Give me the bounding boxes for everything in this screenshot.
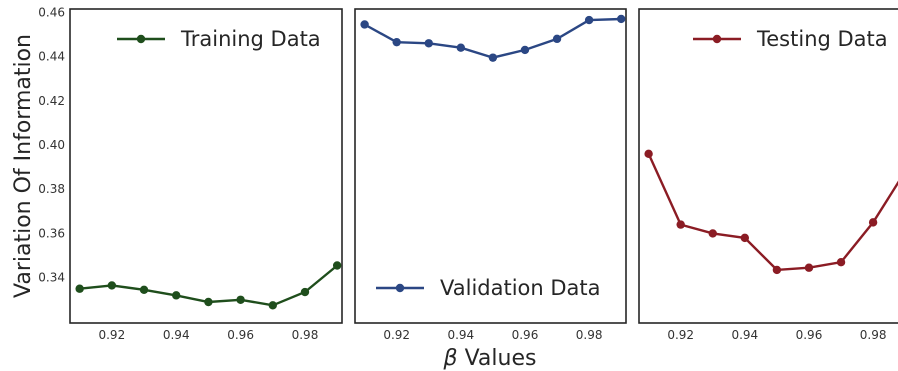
data-point	[139, 285, 149, 295]
data-point	[804, 263, 814, 272]
x-tick-label: 0.96	[796, 328, 823, 342]
data-point	[456, 43, 466, 52]
data-point	[836, 257, 846, 267]
x-axis-label-text: Values	[458, 346, 537, 371]
data-point	[552, 34, 562, 44]
data-point	[740, 233, 750, 243]
y-tick-label: 0.46	[38, 5, 65, 19]
series-line	[364, 17, 622, 59]
legend-marker	[136, 34, 146, 44]
panel-2: 0.92 0.94 0.96 0.98 Validation Data	[354, 8, 627, 342]
x-tick-label: 0.98	[576, 328, 603, 342]
y-axis-label: Variation Of Information	[11, 34, 36, 298]
y-tick-label: 0.44	[38, 50, 65, 64]
panels: 0.92 0.94 0.96 0.98 0.34 0.36 0.38 0.40 0.42 0.44…	[38, 5, 898, 342]
data-point	[204, 297, 213, 307]
x-tick-label: 0.94	[447, 328, 474, 342]
series-line	[647, 153, 898, 272]
x-tick-label: 0.94	[163, 328, 190, 342]
series	[644, 149, 898, 275]
data-point	[268, 301, 277, 310]
data-point	[236, 295, 245, 304]
panel-1: 0.92 0.94 0.96 0.98 0.34 0.36 0.38 0.40 0.42 0.44…	[38, 5, 343, 342]
data-point	[868, 218, 878, 227]
legend-label: Validation Data	[440, 276, 601, 300]
y-tick-label: 0.34	[38, 271, 65, 285]
x-tick-label: 0.92	[667, 328, 694, 342]
data-point	[332, 261, 342, 270]
data-point	[676, 220, 685, 229]
data-point	[584, 15, 594, 25]
panel-frame	[638, 8, 898, 324]
legend-label: Training Data	[180, 27, 321, 51]
x-tick-label: 0.96	[512, 328, 539, 342]
y-tick-label: 0.42	[38, 94, 65, 108]
y-tick-label: 0.36	[38, 226, 65, 240]
data-point	[488, 53, 498, 62]
data-point	[616, 14, 626, 24]
beta-symbol: β	[443, 346, 458, 371]
data-point	[360, 20, 369, 29]
series	[360, 14, 626, 62]
panel-frame	[69, 8, 343, 324]
data-point	[300, 287, 310, 297]
data-point	[107, 281, 117, 290]
legend-marker	[395, 283, 405, 293]
panel-frame	[354, 8, 627, 324]
x-tick-label: 0.98	[292, 328, 319, 342]
panel-3: 0.92 0.94 0.96 0.98 Testing Data	[638, 8, 898, 342]
legend: Validation Data	[376, 276, 601, 300]
x-axis-label: β Values	[443, 346, 537, 371]
series	[75, 261, 342, 310]
data-point	[644, 149, 653, 159]
legend-label: Testing Data	[756, 27, 888, 51]
data-point	[172, 291, 181, 300]
data-point	[708, 229, 717, 238]
x-tick-label: 0.92	[383, 328, 410, 342]
data-point	[520, 45, 530, 55]
data-point	[392, 37, 401, 47]
legend-marker	[712, 34, 722, 44]
x-tick-label: 0.92	[98, 328, 125, 342]
data-point	[424, 39, 433, 48]
legend: Testing Data	[693, 27, 888, 51]
data-point	[75, 284, 84, 293]
y-tick-label: 0.38	[38, 182, 65, 196]
legend: Training Data	[117, 27, 321, 51]
data-point	[772, 265, 782, 275]
y-tick-label: 0.40	[38, 138, 65, 152]
x-tick-label: 0.94	[731, 328, 758, 342]
x-tick-label: 0.98	[860, 328, 887, 342]
x-tick-label: 0.96	[227, 328, 254, 342]
